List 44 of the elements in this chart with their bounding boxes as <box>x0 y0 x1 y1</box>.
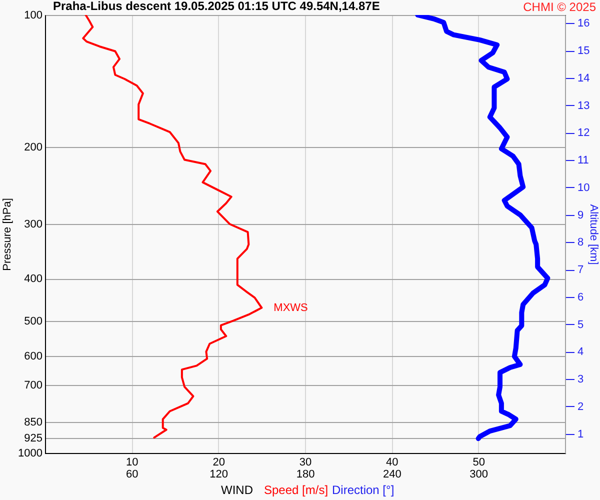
y2-tick-label: 16 <box>578 18 590 30</box>
text: Speed [m/s] <box>264 483 328 497</box>
y-tick-label: 100 <box>24 10 42 22</box>
y-axis-title: Pressure [hPa] <box>2 198 14 271</box>
y-tick-label: 700 <box>24 380 42 392</box>
x-tick-label: 40 <box>386 456 398 468</box>
y2-tick-label: 6 <box>578 291 584 304</box>
y-tick-label: 400 <box>24 273 42 286</box>
x2-tick-label: 120 <box>210 468 228 480</box>
y-tick-label: 200 <box>24 141 42 154</box>
y2-tick-label: 10 <box>578 182 590 194</box>
text: Direction [°] <box>332 483 394 497</box>
y2-tick-label: 3 <box>578 374 584 386</box>
y-tick-label: 1000 <box>18 448 42 460</box>
y2-tick-label: 2 <box>578 400 584 413</box>
x2-tick-label: 240 <box>382 468 402 480</box>
y2-tick-label: 9 <box>578 209 584 222</box>
y2-tick-label: 7 <box>578 264 584 276</box>
x2-tick-label: 60 <box>126 468 138 480</box>
x-tick-label: 30 <box>299 456 312 468</box>
y-tick-label: 850 <box>24 416 42 429</box>
y2-tick-label: 14 <box>578 72 590 84</box>
x-axis-title: WIND <box>221 483 254 497</box>
y-tick-label: 925 <box>24 432 42 445</box>
x2-tick-label: 180 <box>296 468 315 480</box>
y-tick-label: 300 <box>24 218 42 230</box>
y2-tick-label: 1 <box>578 428 584 440</box>
annotation: MXWS <box>274 302 308 314</box>
x2-tick-label: 300 <box>470 468 488 480</box>
y-tick-label: 600 <box>24 350 42 362</box>
y-tick-label: 500 <box>24 316 42 328</box>
y2-tick-label: 13 <box>578 100 590 112</box>
x-tick-label: 20 <box>212 456 225 468</box>
x-tick-label: 50 <box>472 456 485 468</box>
chart-title: Praha-Libus descent 19.05.2025 01:15 UTC 49.54N,14.87E <box>53 0 380 13</box>
y2-tick-label: 11 <box>578 154 589 167</box>
x-tick-label: 10 <box>126 456 138 468</box>
y2-tick-label: 8 <box>578 236 584 249</box>
y2-axis-title: Altitude [km] <box>588 204 600 265</box>
y2-tick-label: 12 <box>578 127 590 140</box>
y2-tick-label: 15 <box>578 45 590 58</box>
y2-tick-label: 5 <box>578 318 584 331</box>
text: CHMI © 2025 <box>523 0 596 14</box>
y2-tick-label: 4 <box>578 346 584 358</box>
